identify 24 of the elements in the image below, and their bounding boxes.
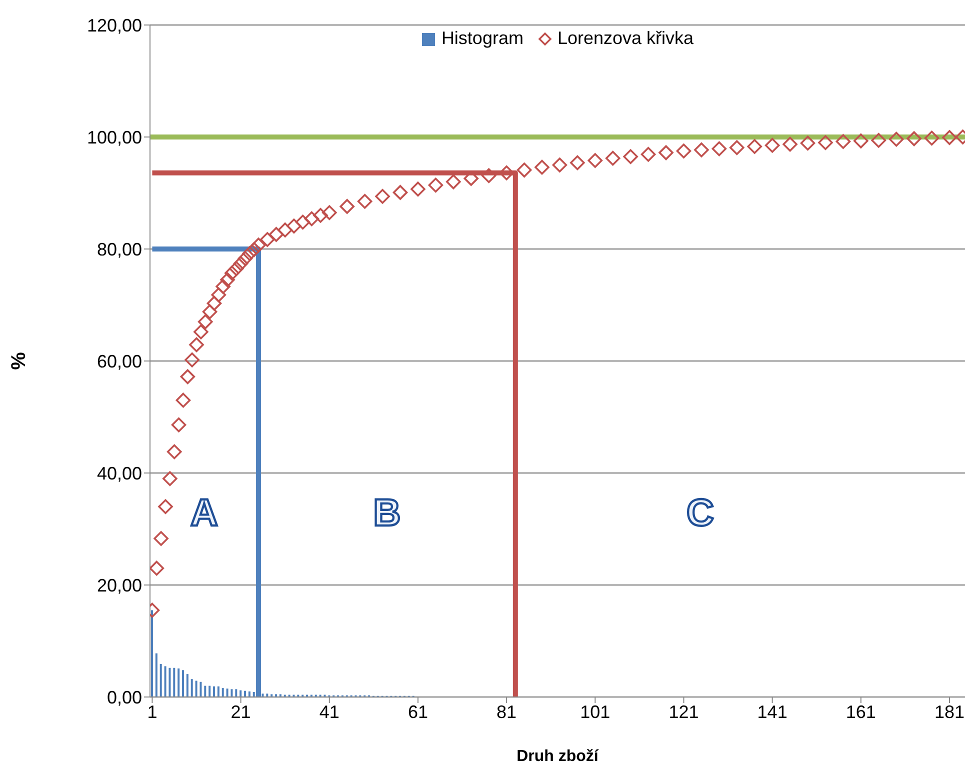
x-tick-label: 161 <box>846 702 876 722</box>
legend-label: Lorenzova křivka <box>557 28 694 49</box>
x-tick-label: 1 <box>147 702 158 722</box>
y-tick-label: 80,00 <box>96 239 142 260</box>
x-axis-title: Druh zboží <box>516 748 599 765</box>
annotation: A <box>190 492 218 535</box>
y-tick-label: 40,00 <box>96 463 142 484</box>
x-tick-label: 61 <box>408 702 428 722</box>
y-tick-label: 100,00 <box>86 127 142 148</box>
x-tick-label: 101 <box>580 702 610 722</box>
x-tick-label: 21 <box>230 702 251 722</box>
x-tick-label: 181 <box>934 702 965 722</box>
x-tick-label: 41 <box>319 702 340 722</box>
annotation: B <box>373 492 401 535</box>
y-tick-label: 0,00 <box>106 687 142 708</box>
x-tick-label: 141 <box>757 702 788 722</box>
legend-label: Histogram <box>441 28 524 49</box>
x-tick-label: 121 <box>668 702 699 722</box>
y-tick-label: 60,00 <box>96 351 142 372</box>
x-tick-label: 81 <box>496 702 517 722</box>
annotation: C <box>686 492 714 535</box>
y-tick-label: 120,00 <box>86 15 142 36</box>
y-axis-title: % <box>8 352 30 370</box>
y-tick-label: 20,00 <box>96 575 142 596</box>
